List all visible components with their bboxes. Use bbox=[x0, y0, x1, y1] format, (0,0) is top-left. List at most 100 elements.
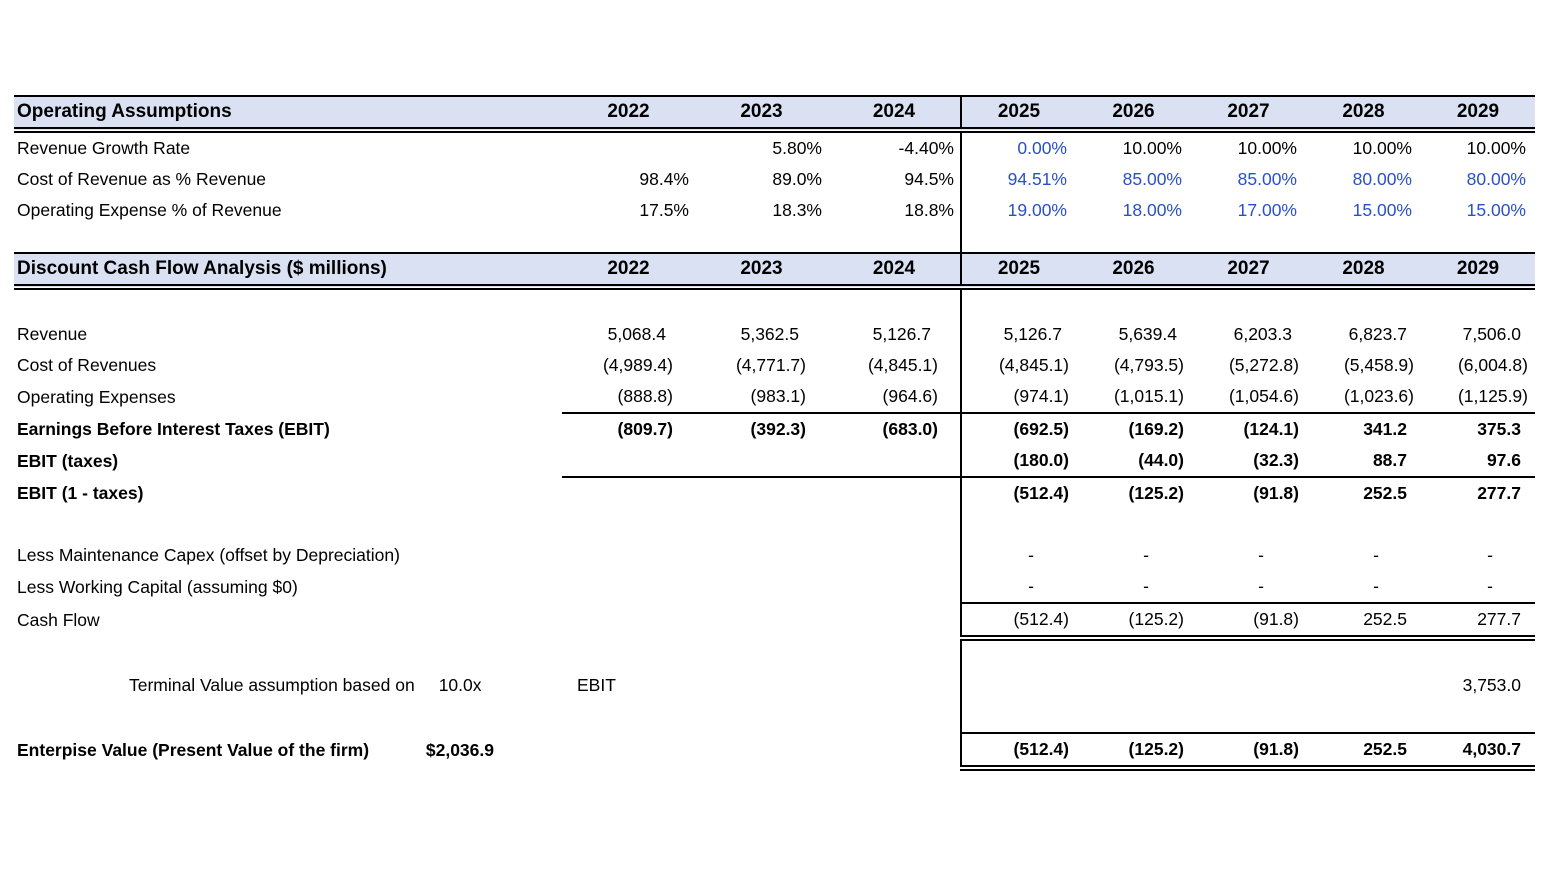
value-cell: 252.5 bbox=[1306, 733, 1421, 771]
input-cell[interactable]: 15.00% bbox=[1466, 200, 1526, 220]
year-header: 2022 bbox=[562, 95, 695, 133]
row-label: Cost of Revenues bbox=[17, 355, 157, 375]
year-header: 2025 bbox=[960, 252, 1076, 290]
value-cell: 17.5% bbox=[639, 200, 689, 220]
value-cell: 6,203.3 bbox=[1233, 324, 1292, 344]
value-cell: 5,126.7 bbox=[960, 319, 1076, 350]
value-cell: -4.40% bbox=[898, 138, 954, 158]
enterprise-present-value: $2,036.9 bbox=[425, 740, 494, 760]
value-cell: (809.7) bbox=[617, 419, 673, 439]
value-cell: (4,989.4) bbox=[602, 355, 673, 375]
year-header: 2023 bbox=[695, 252, 828, 290]
zero-value-cell: - bbox=[1143, 545, 1149, 565]
value-cell: (4,793.5) bbox=[1113, 355, 1184, 375]
value-cell: (169.2) bbox=[1128, 419, 1184, 439]
value-cell: (180.0) bbox=[960, 445, 1076, 478]
year-header: 2028 bbox=[1306, 95, 1421, 133]
zero-value-cell: - bbox=[1076, 571, 1191, 604]
value-cell: 88.7 bbox=[1306, 445, 1421, 478]
value-cell: (983.1) bbox=[695, 381, 828, 414]
row-label: Revenue bbox=[17, 324, 88, 344]
table-row: EBIT (1 - taxes) (512.4) (125.2) (91.8) … bbox=[14, 477, 1535, 509]
table-row: Discount Cash Flow Analysis ($ millions)… bbox=[14, 252, 1535, 290]
section-title-dcf-analysis: Discount Cash Flow Analysis ($ millions) bbox=[14, 252, 562, 290]
value-cell: (683.0) bbox=[882, 419, 938, 439]
enterprise-value-label: Enterpise Value (Present Value of the fi… bbox=[17, 740, 370, 760]
input-cell[interactable]: 85.00% bbox=[1237, 169, 1297, 189]
zero-value-cell: - bbox=[1421, 571, 1535, 604]
spacer-row bbox=[14, 287, 1535, 319]
value-cell: (512.4) bbox=[960, 733, 1076, 771]
value-cell: (392.3) bbox=[750, 419, 806, 439]
dcf-spreadsheet: Operating Assumptions 2022 2023 2024 202… bbox=[14, 95, 1535, 771]
spacer-row bbox=[14, 226, 1535, 253]
value-cell: 5,639.4 bbox=[1118, 324, 1177, 344]
input-cell[interactable]: 0.00% bbox=[960, 130, 1076, 164]
year-header: 2029 bbox=[1421, 252, 1535, 290]
terminal-value-cell: 3,753.0 bbox=[1462, 675, 1521, 695]
zero-value-cell: - bbox=[1191, 571, 1306, 604]
row-label: Cost of Revenue as % Revenue bbox=[17, 169, 267, 189]
value-cell: 6,823.7 bbox=[1348, 324, 1407, 344]
input-cell[interactable]: 17.00% bbox=[1237, 200, 1297, 220]
value-cell: (91.8) bbox=[1253, 483, 1299, 503]
zero-value-cell: - bbox=[1306, 571, 1421, 604]
value-cell bbox=[562, 130, 695, 164]
value-cell: (1,125.9) bbox=[1421, 381, 1535, 414]
value-cell: 10.00% bbox=[1352, 138, 1412, 158]
value-cell: (5,272.8) bbox=[1228, 355, 1299, 375]
terminal-multiple[interactable]: 10.0x bbox=[438, 675, 482, 695]
value-cell: (124.1) bbox=[1243, 419, 1299, 439]
value-cell: (6,004.8) bbox=[1457, 355, 1528, 375]
table-row: Enterpise Value (Present Value of the fi… bbox=[14, 733, 1535, 771]
row-label: Earnings Before Interest Taxes (EBIT) bbox=[17, 418, 330, 439]
year-header: 2022 bbox=[562, 252, 695, 290]
value-cell: 277.7 bbox=[1421, 603, 1535, 641]
value-cell: 10.00% bbox=[1466, 138, 1526, 158]
value-cell: (692.5) bbox=[960, 413, 1076, 445]
value-cell: 341.2 bbox=[1363, 419, 1407, 439]
year-header: 2026 bbox=[1076, 252, 1191, 290]
row-label: Less Maintenance Capex (offset by Deprec… bbox=[17, 545, 400, 565]
input-cell[interactable]: 85.00% bbox=[1122, 169, 1182, 189]
value-cell: 375.3 bbox=[1477, 419, 1521, 439]
spacer-row bbox=[14, 638, 1535, 670]
input-cell[interactable]: 18.00% bbox=[1122, 200, 1182, 220]
value-cell: 89.0% bbox=[772, 169, 822, 189]
value-cell: (888.8) bbox=[562, 381, 695, 414]
row-label: Operating Expenses bbox=[17, 386, 176, 407]
input-cell[interactable]: 80.00% bbox=[1352, 169, 1412, 189]
value-cell: 98.4% bbox=[639, 169, 689, 189]
value-cell: 5.80% bbox=[772, 138, 822, 158]
value-cell: (512.4) bbox=[960, 603, 1076, 641]
table-row: Earnings Before Interest Taxes (EBIT) (8… bbox=[14, 413, 1535, 445]
value-cell: (125.2) bbox=[1076, 733, 1191, 771]
value-cell: (91.8) bbox=[1191, 733, 1306, 771]
value-cell: 277.7 bbox=[1477, 483, 1521, 503]
value-cell: (512.4) bbox=[960, 477, 1076, 509]
row-label: Operating Expense % of Revenue bbox=[17, 200, 282, 220]
row-label: EBIT (1 - taxes) bbox=[17, 482, 144, 503]
value-cell: (1,023.6) bbox=[1306, 381, 1421, 414]
table-row: Operating Expenses (888.8) (983.1) (964.… bbox=[14, 381, 1535, 414]
table-row: EBIT (taxes) (180.0) (44.0) (32.3) 88.7 … bbox=[14, 445, 1535, 478]
value-cell: 94.5% bbox=[904, 169, 954, 189]
value-cell: 18.8% bbox=[904, 200, 954, 220]
input-cell[interactable]: 15.00% bbox=[1352, 200, 1412, 220]
value-cell: 4,030.7 bbox=[1421, 733, 1535, 771]
value-cell: 7,506.0 bbox=[1462, 324, 1521, 344]
row-label: Cash Flow bbox=[17, 610, 100, 630]
zero-value-cell: - bbox=[1258, 545, 1264, 565]
year-header: 2027 bbox=[1191, 252, 1306, 290]
input-cell[interactable]: 19.00% bbox=[960, 195, 1076, 226]
input-cell[interactable]: 94.51% bbox=[960, 164, 1076, 195]
value-cell: (125.2) bbox=[1076, 603, 1191, 641]
table-row: Operating Expense % of Revenue 17.5% 18.… bbox=[14, 195, 1535, 226]
terminal-basis: EBIT bbox=[577, 675, 616, 695]
year-header: 2025 bbox=[960, 95, 1076, 133]
table-row: Less Maintenance Capex (offset by Deprec… bbox=[14, 540, 1535, 571]
input-cell[interactable]: 80.00% bbox=[1466, 169, 1526, 189]
table-row: Revenue 5,068.4 5,362.5 5,126.7 5,126.7 … bbox=[14, 319, 1535, 350]
spacer-row bbox=[14, 509, 1535, 540]
zero-value-cell: - bbox=[1373, 545, 1379, 565]
